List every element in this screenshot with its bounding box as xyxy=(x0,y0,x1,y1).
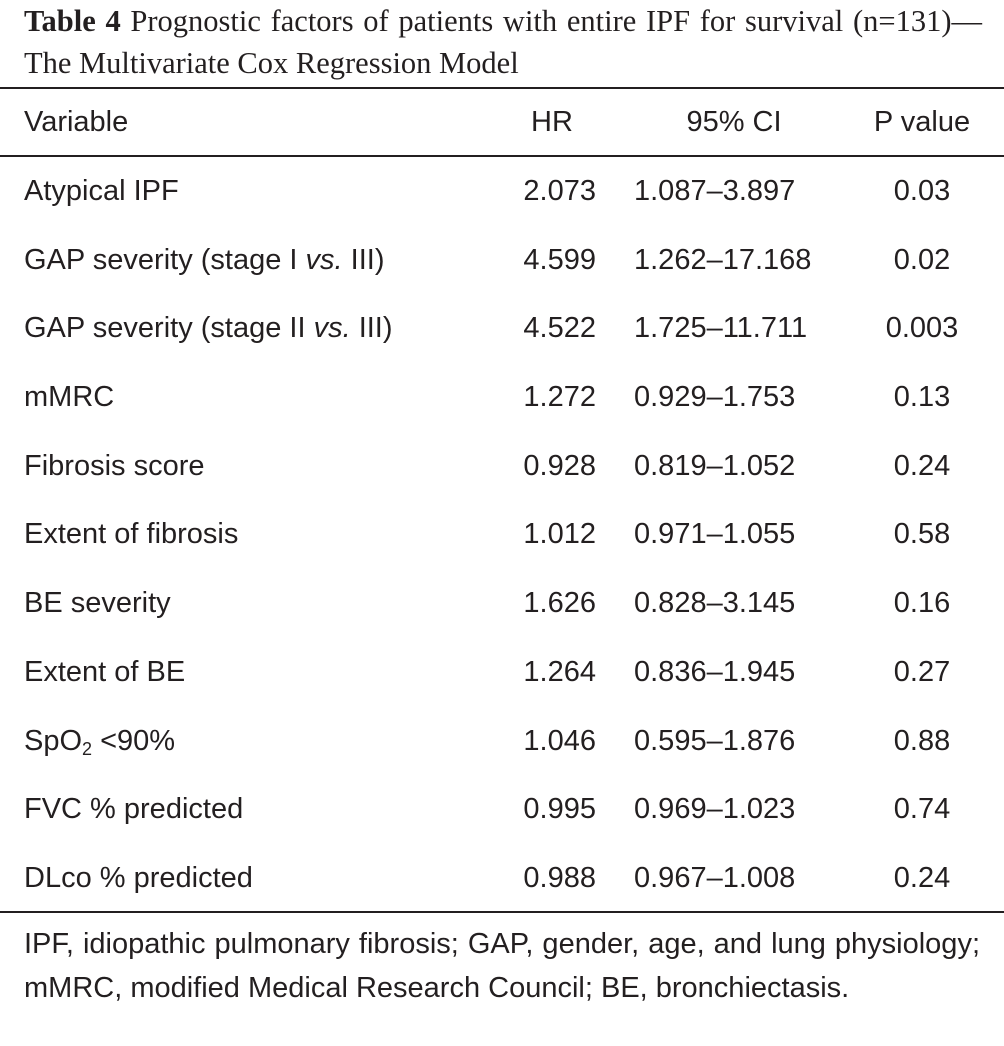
row-variable: Fibrosis score xyxy=(24,449,205,482)
row-p-value: 0.88 xyxy=(893,724,951,757)
table-row: Fibrosis score 0.928 0.819–1.052 0.24 xyxy=(0,442,1004,511)
row-hr: 4.599 xyxy=(523,243,596,276)
row-variable-text: SpO xyxy=(24,724,83,757)
row-ci: 1.087–3.897 xyxy=(634,175,796,207)
header-variable: Variable xyxy=(24,106,129,138)
row-hr: 2.073 xyxy=(523,175,596,207)
row-ci: 0.836–1.945 xyxy=(634,655,796,688)
row-p-value: 0.74 xyxy=(893,793,951,826)
table-row: FVC % predicted 0.995 0.969–1.023 0.74 xyxy=(0,785,1004,854)
row-ci: 0.819–1.052 xyxy=(634,449,796,482)
row-variable: Extent of BE xyxy=(24,655,186,688)
row-variable-subscript: 2 xyxy=(82,738,93,759)
row-variable: GAP severity (stage II vs. III) xyxy=(24,304,393,352)
table-row: Extent of BE 1.264 0.836–1.945 0.27 xyxy=(0,648,1004,717)
row-variable-text: GAP severity (stage II xyxy=(24,312,314,345)
table-body: Atypical IPF 2.073 1.087–3.897 0.03 GAP … xyxy=(0,167,1004,923)
row-hr: 4.522 xyxy=(523,312,596,345)
row-ci: 0.595–1.876 xyxy=(634,724,796,757)
row-variable: GAP severity (stage I vs. III) xyxy=(24,236,384,284)
row-variable: FVC % predicted xyxy=(24,793,244,826)
table-row: mMRC 1.272 0.929–1.753 0.13 xyxy=(0,373,1004,442)
table-row: Extent of fibrosis 1.012 0.971–1.055 0.5… xyxy=(0,510,1004,579)
table-top-rule xyxy=(0,87,1004,89)
table-caption: Table 4 Prognostic factors of patients w… xyxy=(24,0,982,84)
row-hr: 0.988 xyxy=(523,861,596,894)
row-variable-vs: vs. xyxy=(305,243,343,276)
row-ci: 1.262–17.168 xyxy=(634,243,812,276)
table-header-rule xyxy=(0,155,1004,157)
row-variable-text-end: III) xyxy=(350,312,393,345)
row-hr: 0.928 xyxy=(523,449,596,482)
table-header-row: Variable HR 95% CI P value xyxy=(0,98,1004,146)
row-variable: Atypical IPF xyxy=(24,175,179,207)
row-variable: SpO2 <90% xyxy=(24,717,175,765)
row-p-value: 0.13 xyxy=(893,381,951,414)
table-caption-text: Prognostic factors of patients with enti… xyxy=(24,4,982,80)
table-row: Atypical IPF 2.073 1.087–3.897 0.03 xyxy=(0,167,1004,236)
row-p-value: 0.03 xyxy=(893,175,951,207)
row-p-value: 0.58 xyxy=(893,518,951,551)
table-row: GAP severity (stage I vs. III) 4.599 1.2… xyxy=(0,236,1004,305)
row-ci: 1.725–11.711 xyxy=(634,312,808,345)
table-row: GAP severity (stage II vs. III) 4.522 1.… xyxy=(0,304,1004,373)
row-p-value: 0.16 xyxy=(893,587,951,620)
row-ci: 0.967–1.008 xyxy=(634,861,796,894)
row-p-value: 0.24 xyxy=(893,861,951,894)
row-variable-text: GAP severity (stage I xyxy=(24,243,306,276)
row-hr: 1.012 xyxy=(523,518,596,551)
row-ci: 0.828–3.145 xyxy=(634,587,796,620)
row-variable: DLco % predicted xyxy=(24,861,253,894)
row-hr: 1.046 xyxy=(523,724,596,757)
table-row: SpO2 <90% 1.046 0.595–1.876 0.88 xyxy=(0,717,1004,786)
table-row: BE severity 1.626 0.828–3.145 0.16 xyxy=(0,579,1004,648)
row-variable: Extent of fibrosis xyxy=(24,518,239,551)
header-p-value: P value xyxy=(873,106,971,138)
header-ci: 95% CI xyxy=(686,106,782,138)
table-bottom-rule xyxy=(0,911,1004,913)
table-caption-label: Table 4 xyxy=(24,4,121,38)
row-hr: 1.264 xyxy=(523,655,596,688)
row-ci: 0.971–1.055 xyxy=(634,518,796,551)
row-hr: 1.626 xyxy=(523,587,596,620)
row-p-value: 0.003 xyxy=(885,312,959,345)
row-ci: 0.929–1.753 xyxy=(634,381,796,414)
row-hr: 1.272 xyxy=(523,381,596,414)
row-p-value: 0.24 xyxy=(893,449,951,482)
row-p-value: 0.27 xyxy=(893,655,951,688)
row-p-value: 0.02 xyxy=(893,243,951,276)
row-variable: mMRC xyxy=(24,381,115,414)
row-variable-text-end: III) xyxy=(342,243,385,276)
table-footnote: IPF, idiopathic pulmonary fibrosis; GAP,… xyxy=(24,928,980,1004)
header-hr: HR xyxy=(531,106,573,138)
row-variable-vs: vs. xyxy=(313,312,351,345)
row-ci: 0.969–1.023 xyxy=(634,793,796,826)
row-variable-text-end: <90% xyxy=(92,724,176,757)
row-hr: 0.995 xyxy=(523,793,596,826)
table-row: DLco % predicted 0.988 0.967–1.008 0.24 xyxy=(0,854,1004,923)
row-variable: BE severity xyxy=(24,587,171,620)
